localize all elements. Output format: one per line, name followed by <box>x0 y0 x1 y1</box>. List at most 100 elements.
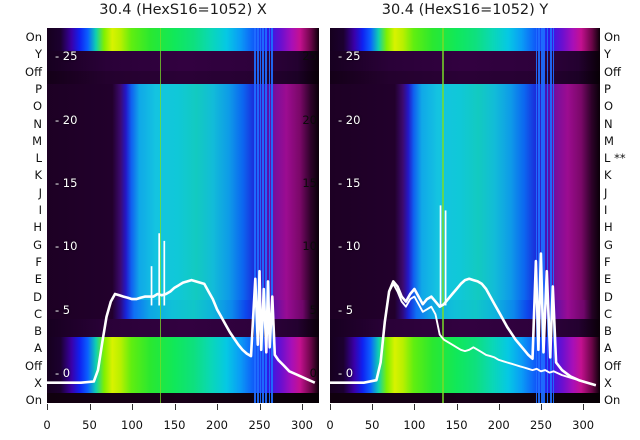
y-tick-inner-right-5: 5 <box>309 302 317 317</box>
heatmap-marker-stripe <box>160 28 162 403</box>
x-tick-label-50: 50 <box>364 418 380 432</box>
y-tick-inner-10: - 10 <box>55 239 78 254</box>
y-tick-inner-5: - 5 <box>55 302 71 317</box>
x-tick-label-200: 200 <box>487 418 510 432</box>
heatmap-stripe-4 <box>546 28 549 403</box>
category-label-e-14: E <box>34 272 42 287</box>
panel-title-x: 30.4 (HexS16=1052) X <box>99 2 267 18</box>
y-tick-inner-right-20: 20 <box>302 112 317 127</box>
x-tick-label-50: 50 <box>82 418 97 432</box>
heatmap-stripe-5 <box>550 28 552 403</box>
category-label-on-0: On <box>604 30 621 44</box>
category-label-b-17: B <box>34 324 42 339</box>
x-tick-mark-100 <box>132 404 133 410</box>
x-tick-label-250: 250 <box>529 418 552 432</box>
x-tick-label-0: 0 <box>326 418 334 432</box>
category-label-g-12: G <box>604 237 613 252</box>
x-tick-label-300: 300 <box>572 418 595 432</box>
heatmap-stripe-1 <box>256 28 259 403</box>
y-tick-inner-10: - 10 <box>338 239 361 254</box>
category-label-e-14: E <box>604 272 612 287</box>
y-tick-inner-right-25: 25 <box>302 49 317 64</box>
y-tick-inner-25: - 25 <box>55 49 78 64</box>
y-tick-inner-0: - 0 <box>338 366 354 381</box>
trace-overlay <box>47 233 316 384</box>
y-tick-inner-5: - 5 <box>338 302 354 317</box>
category-label-m-6: M <box>604 133 614 148</box>
x-tick-mark-200 <box>217 404 218 410</box>
heatmap-band-2 <box>330 70 600 84</box>
y-tick-inner-25: - 25 <box>338 49 361 64</box>
y-tick-inner-right-10: 10 <box>302 239 317 254</box>
heatmap-band-0 <box>330 28 600 52</box>
category-label-n-5: N <box>604 116 613 131</box>
category-label-y-1: Y <box>604 47 612 62</box>
category-label-o-4: O <box>32 99 42 114</box>
category-label-l-7: L ** <box>604 151 626 166</box>
heatmap-band-1 <box>47 51 319 71</box>
heatmap-stripe-6 <box>552 28 555 403</box>
x-tick-mark-250 <box>259 404 261 410</box>
heatmap-stripe-1 <box>538 28 540 403</box>
x-tick-mark-250 <box>540 404 542 410</box>
category-label-h-11: H <box>33 220 42 235</box>
category-label-x-20: X <box>34 376 42 390</box>
y-tick-inner-right-0: 0 <box>309 366 317 381</box>
category-label-p-3: P <box>604 81 611 96</box>
heatmap-panel-y[interactable]: - 25 - 20 - 15 - 10 - 5 - 0 <box>330 28 600 403</box>
y-tick-inner-0: - 0 <box>55 366 71 381</box>
heatmap-band-7 <box>47 392 319 403</box>
heatmap-band-5 <box>47 318 319 337</box>
heatmap-marker-stripe <box>442 28 444 403</box>
x-tick-label-0: 0 <box>43 418 51 432</box>
category-label-i-10: I <box>38 203 42 217</box>
heatmap-band-2 <box>47 70 319 84</box>
category-label-f-13: F <box>604 254 611 269</box>
x-tick-label-150: 150 <box>445 418 468 432</box>
category-label-on-21: On <box>25 393 42 408</box>
category-label-j-9: J <box>604 185 608 200</box>
x-tick-label-200: 200 <box>206 418 228 432</box>
heatmap-stripe-4 <box>265 28 268 403</box>
category-label-k-8: K <box>604 168 612 183</box>
heatmap-stripe-2 <box>540 28 543 403</box>
category-label-m-6: M <box>32 133 42 148</box>
heatmap-stripe-3 <box>262 28 264 403</box>
heatmap-band-3 <box>47 83 319 300</box>
category-label-on-21: On <box>604 393 621 408</box>
x-tick-mark-50 <box>372 404 374 410</box>
heatmap-stripe-0 <box>535 28 538 403</box>
x-tick-label-100: 100 <box>121 418 143 432</box>
x-tick-mark-300 <box>302 404 303 410</box>
x-tick-label-150: 150 <box>163 418 186 432</box>
heatmap-stripe-0 <box>254 28 256 403</box>
x-axis-panel-x: 0 50 100 150 200 250 300 <box>43 404 319 438</box>
heatmap-stripe-6 <box>271 28 273 403</box>
category-label-d-15: D <box>33 289 42 304</box>
category-label-j-9: J <box>38 185 42 200</box>
heatmap-band-1 <box>330 51 600 71</box>
heatmap-panel-x[interactable]: - 25 - 20 - 15 - 10 - 5 - 0 25 20 15 10 5 0 <box>47 28 319 403</box>
category-label-off-2: Off <box>25 64 42 79</box>
heatmap-stripe-2 <box>259 28 262 403</box>
category-label-p-3: P <box>35 81 42 96</box>
category-label-off-19: Off <box>25 358 42 373</box>
heatmap-band-7 <box>330 392 600 403</box>
y-tick-inner-20: - 20 <box>338 112 361 127</box>
category-label-b-17: B <box>604 324 612 339</box>
x-tick-mark-150 <box>456 404 458 410</box>
category-label-g-12: G <box>33 237 42 252</box>
category-label-o-4: O <box>604 99 614 114</box>
x-tick-label-100: 100 <box>403 418 426 432</box>
y-tick-inner-20: - 20 <box>55 112 78 127</box>
category-label-c-16: C <box>33 306 42 321</box>
x-tick-mark-150 <box>174 404 176 410</box>
y-tick-inner-15: - 15 <box>55 176 78 191</box>
category-label-off-2: Off <box>604 64 621 79</box>
y-tick-inner-15: - 15 <box>338 176 361 191</box>
x-tick-mark-300 <box>583 404 585 410</box>
heatmap-band-4 <box>47 299 319 319</box>
x-tick-mark-0 <box>47 404 48 410</box>
category-label-a-18: A <box>604 341 612 356</box>
